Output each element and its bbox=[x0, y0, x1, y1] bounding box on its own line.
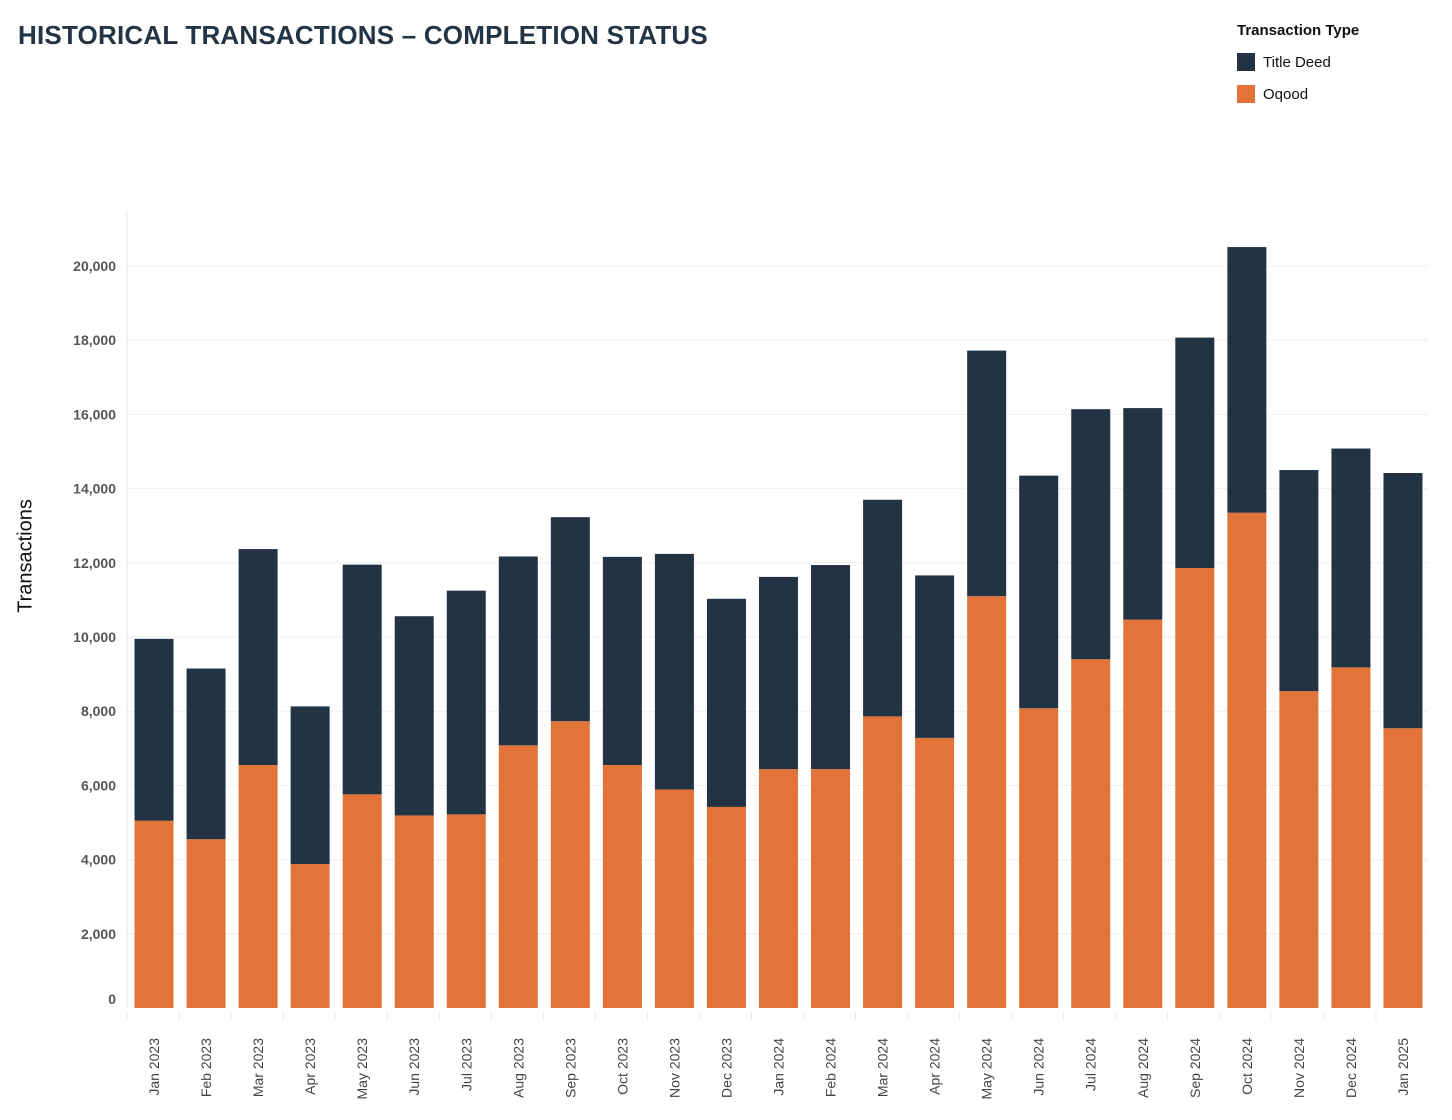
bar-oqood bbox=[967, 596, 1007, 1008]
bar-oqood bbox=[1331, 667, 1371, 1008]
bar-oqood bbox=[134, 820, 174, 1008]
legend-label-oqood: Oqood bbox=[1263, 85, 1309, 103]
x-tick-label: Dec 2023 bbox=[718, 1038, 734, 1098]
y-tick-label: 18,000 bbox=[73, 332, 116, 348]
bar-oqood bbox=[915, 737, 955, 1008]
bar-oqood bbox=[759, 769, 798, 1008]
x-tick-label: Jan 2023 bbox=[146, 1038, 162, 1096]
bar-oqood bbox=[342, 794, 382, 1008]
bar-title-deed bbox=[1383, 473, 1423, 729]
bar-oqood bbox=[1227, 512, 1267, 1008]
chart-title: HISTORICAL TRANSACTIONS – COMPLETION STA… bbox=[18, 20, 708, 50]
bar-oqood bbox=[238, 764, 278, 1008]
bar-title-deed bbox=[1331, 448, 1371, 668]
x-tick-label: Jun 2023 bbox=[406, 1038, 422, 1096]
x-tick-label: Nov 2023 bbox=[666, 1038, 682, 1098]
x-tick-label: Sep 2024 bbox=[1187, 1038, 1203, 1098]
y-tick-label: 4,000 bbox=[81, 852, 116, 868]
legend-swatch-title-deed bbox=[1237, 53, 1255, 71]
x-tick-label: Nov 2024 bbox=[1291, 1038, 1307, 1098]
bar-title-deed bbox=[446, 590, 486, 815]
x-tick-label: Dec 2024 bbox=[1343, 1038, 1359, 1098]
bar-title-deed bbox=[186, 668, 226, 840]
bar-oqood bbox=[1383, 728, 1423, 1008]
bar-title-deed bbox=[759, 576, 798, 770]
bar-title-deed bbox=[602, 556, 642, 765]
legend: Transaction Type Title Deed Oqood bbox=[1237, 22, 1359, 117]
bar-title-deed bbox=[967, 350, 1007, 597]
bar-oqood bbox=[602, 764, 642, 1008]
bar-title-deed bbox=[290, 706, 330, 865]
bar-oqood bbox=[654, 789, 694, 1008]
bar-title-deed bbox=[238, 549, 278, 765]
y-tick-label: 16,000 bbox=[73, 406, 116, 422]
legend-label-title-deed: Title Deed bbox=[1263, 53, 1331, 71]
legend-item-oqood[interactable]: Oqood bbox=[1237, 85, 1359, 103]
bar-oqood bbox=[1019, 708, 1059, 1008]
y-tick-label: 8,000 bbox=[81, 703, 116, 719]
x-tick-label: Mar 2024 bbox=[875, 1038, 891, 1097]
bar-title-deed bbox=[1227, 247, 1267, 513]
x-tick-label: Jun 2024 bbox=[1031, 1038, 1047, 1096]
x-tick-label: Jan 2025 bbox=[1395, 1038, 1411, 1096]
bar-title-deed bbox=[863, 499, 903, 717]
bar-title-deed bbox=[1071, 409, 1111, 660]
x-tick-label: Jul 2024 bbox=[1083, 1038, 1099, 1091]
bar-oqood bbox=[186, 839, 226, 1008]
y-tick-label: 2,000 bbox=[81, 926, 116, 942]
bar-title-deed bbox=[1123, 408, 1163, 620]
x-tick-label: Oct 2023 bbox=[614, 1038, 630, 1095]
bar-oqood bbox=[863, 716, 903, 1008]
bar-oqood bbox=[811, 769, 851, 1008]
bar-title-deed bbox=[915, 575, 955, 738]
bar-title-deed bbox=[1175, 337, 1215, 568]
bar-oqood bbox=[498, 745, 538, 1008]
y-tick-label: 14,000 bbox=[73, 481, 116, 497]
bar-title-deed bbox=[394, 616, 434, 816]
bar-oqood bbox=[1279, 691, 1319, 1008]
y-tick-label: 0 bbox=[108, 991, 116, 1007]
bar-oqood bbox=[446, 814, 486, 1008]
y-tick-label: 20,000 bbox=[73, 258, 116, 274]
bar-title-deed bbox=[654, 553, 694, 790]
x-tick-label: Feb 2023 bbox=[198, 1038, 214, 1097]
x-tick-label: Jul 2023 bbox=[458, 1038, 474, 1091]
bar-oqood bbox=[394, 815, 434, 1008]
x-tick-label: Mar 2023 bbox=[250, 1038, 266, 1097]
bar-oqood bbox=[706, 806, 746, 1008]
bar-oqood bbox=[1071, 659, 1111, 1008]
bar-title-deed bbox=[550, 517, 590, 722]
x-tick-label: Feb 2024 bbox=[823, 1038, 839, 1097]
bar-oqood bbox=[1123, 619, 1163, 1008]
bar-title-deed bbox=[811, 565, 851, 770]
x-tick-label: Jan 2024 bbox=[771, 1038, 787, 1096]
bar-title-deed bbox=[342, 564, 382, 795]
bar-title-deed bbox=[134, 638, 174, 821]
x-tick-label: Aug 2023 bbox=[510, 1038, 526, 1098]
x-tick-label: Apr 2024 bbox=[927, 1038, 943, 1095]
bar-title-deed bbox=[1019, 475, 1059, 709]
bar-oqood bbox=[290, 864, 330, 1008]
legend-item-title-deed[interactable]: Title Deed bbox=[1237, 53, 1359, 71]
y-tick-label: 6,000 bbox=[81, 777, 116, 793]
x-tick-label: Aug 2024 bbox=[1135, 1038, 1151, 1098]
x-tick-label: Sep 2023 bbox=[562, 1038, 578, 1098]
x-tick-label: May 2024 bbox=[979, 1038, 995, 1100]
bar-title-deed bbox=[498, 556, 538, 746]
bar-title-deed bbox=[1279, 470, 1319, 692]
legend-title: Transaction Type bbox=[1237, 22, 1360, 39]
x-tick-label: Apr 2023 bbox=[302, 1038, 318, 1095]
y-tick-label: 12,000 bbox=[73, 555, 116, 571]
bar-oqood bbox=[1175, 567, 1215, 1008]
bar-title-deed bbox=[706, 598, 746, 807]
bar-oqood bbox=[550, 721, 590, 1008]
legend-swatch-oqood bbox=[1237, 85, 1255, 103]
x-tick-label: Oct 2024 bbox=[1239, 1038, 1255, 1095]
y-tick-label: 10,000 bbox=[73, 629, 116, 645]
x-tick-label: May 2023 bbox=[354, 1038, 370, 1100]
